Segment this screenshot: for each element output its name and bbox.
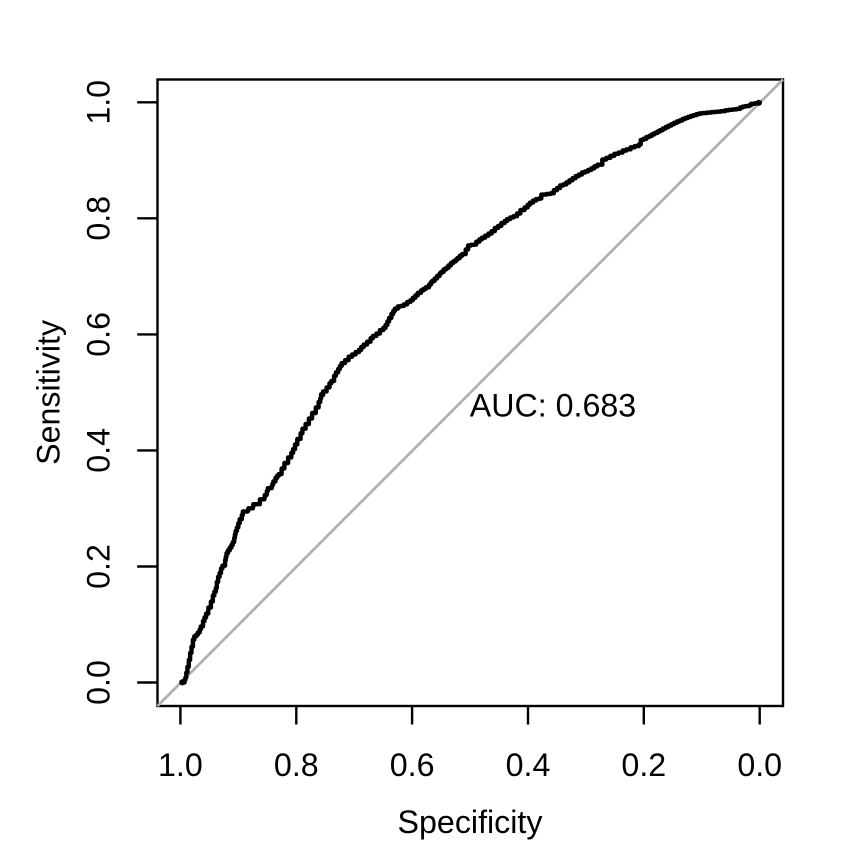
svg-text:0.0: 0.0	[737, 747, 782, 783]
svg-text:0.8: 0.8	[81, 196, 117, 241]
svg-text:0.4: 0.4	[81, 428, 117, 473]
svg-text:1.0: 1.0	[81, 80, 117, 125]
svg-text:0.8: 0.8	[274, 747, 319, 783]
svg-text:0.2: 0.2	[81, 544, 117, 589]
svg-text:0.0: 0.0	[81, 660, 117, 705]
svg-text:Sensitivity: Sensitivity	[31, 319, 67, 465]
svg-text:AUC: 0.683: AUC: 0.683	[470, 387, 636, 423]
svg-text:Specificity: Specificity	[398, 804, 544, 840]
svg-text:1.0: 1.0	[158, 747, 203, 783]
svg-text:0.6: 0.6	[81, 312, 117, 357]
svg-text:0.2: 0.2	[621, 747, 666, 783]
svg-text:0.4: 0.4	[506, 747, 551, 783]
svg-text:0.6: 0.6	[390, 747, 435, 783]
